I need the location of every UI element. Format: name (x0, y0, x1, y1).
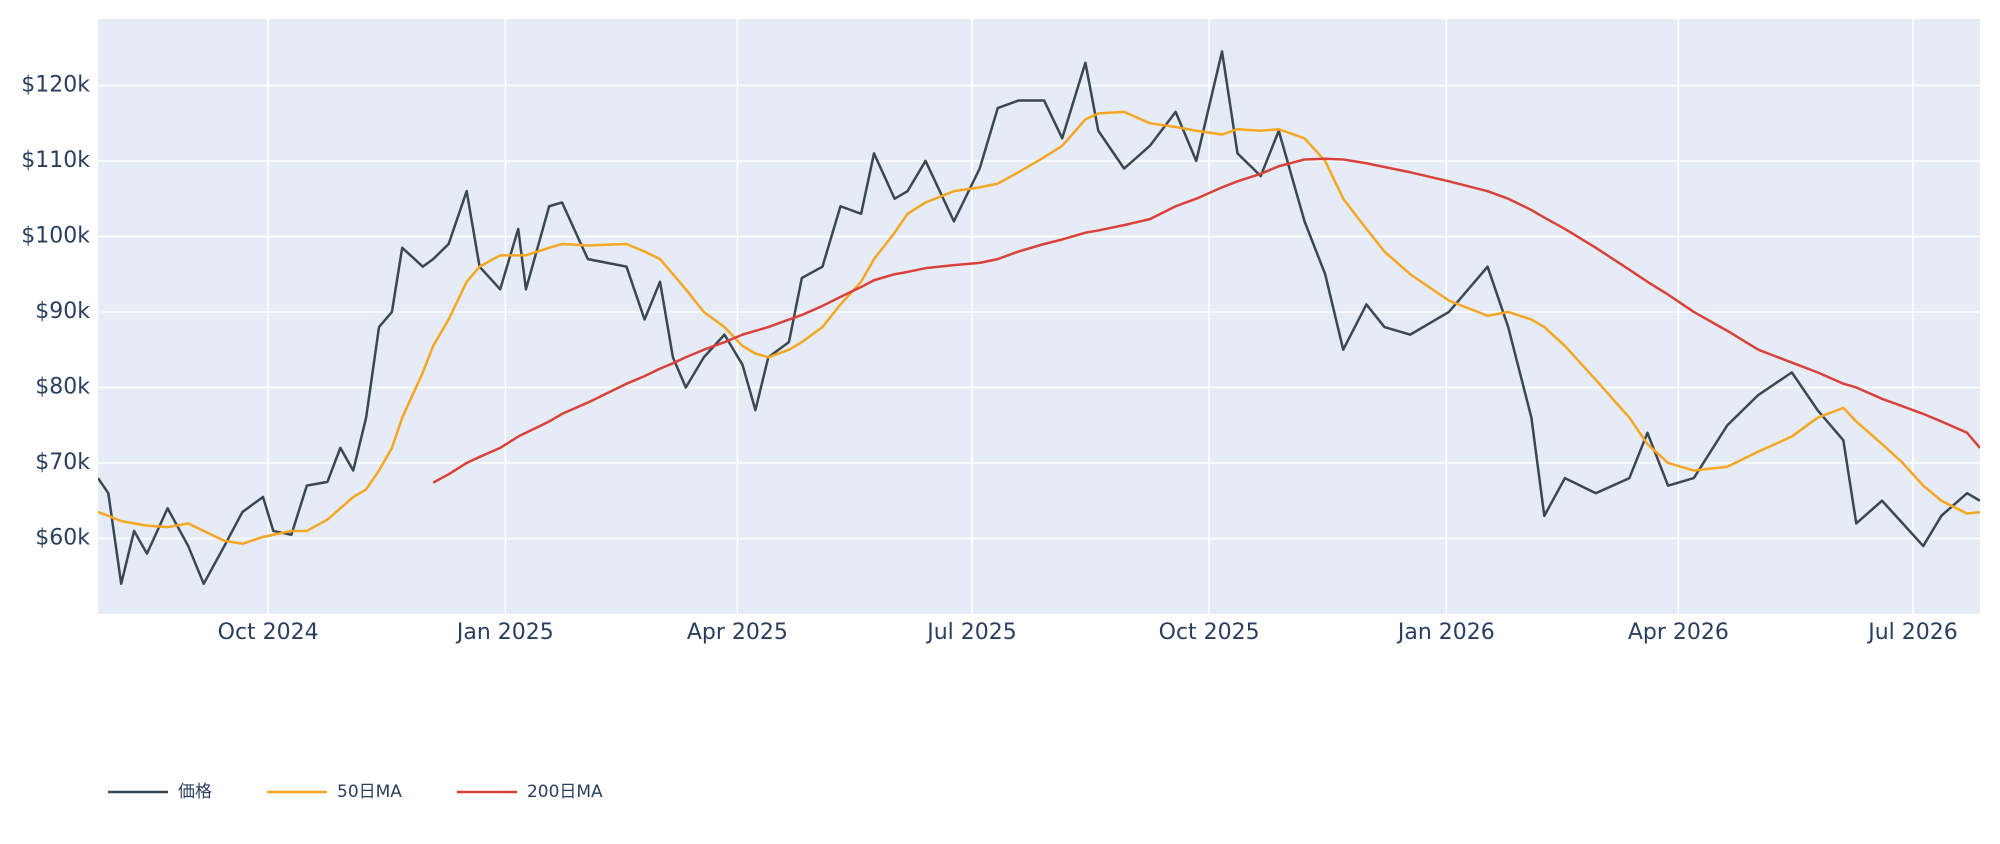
y-tick-label: $100k (21, 223, 90, 248)
x-tick-label: Oct 2025 (1159, 620, 1260, 645)
y-tick-label: $80k (35, 374, 90, 399)
legend-label: 50日MA (337, 782, 402, 802)
x-tick-label: Apr 2025 (687, 620, 788, 645)
x-tick-label: Jan 2026 (1396, 620, 1495, 645)
tick-labels: $60k $70k $80k $90k $100k $110k $120k Oct 2024 J… (21, 72, 1957, 645)
y-tick-label: $120k (21, 72, 90, 97)
y-tick-label: $60k (35, 525, 90, 550)
series-line (98, 110, 1980, 546)
legend-label: 200日MA (527, 782, 603, 802)
x-tick-label: Jul 2025 (925, 620, 1017, 645)
y-tick-label: $110k (21, 148, 90, 173)
y-tick-label: $90k (35, 299, 90, 324)
plot-background (98, 19, 1980, 614)
legend-label: 価格 (178, 782, 212, 802)
x-tick-label: Apr 2026 (1628, 620, 1729, 645)
y-tick-label: $70k (35, 450, 90, 475)
x-tick-label: Jan 2025 (455, 620, 554, 645)
series-line (432, 157, 1980, 484)
x-tick-label: Oct 2024 (218, 620, 319, 645)
lines (98, 50, 1980, 586)
legend: 価格 50日MA 200日MA (108, 782, 603, 802)
series-line (98, 50, 1980, 586)
x-tick-label: Jul 2026 (1866, 620, 1958, 645)
